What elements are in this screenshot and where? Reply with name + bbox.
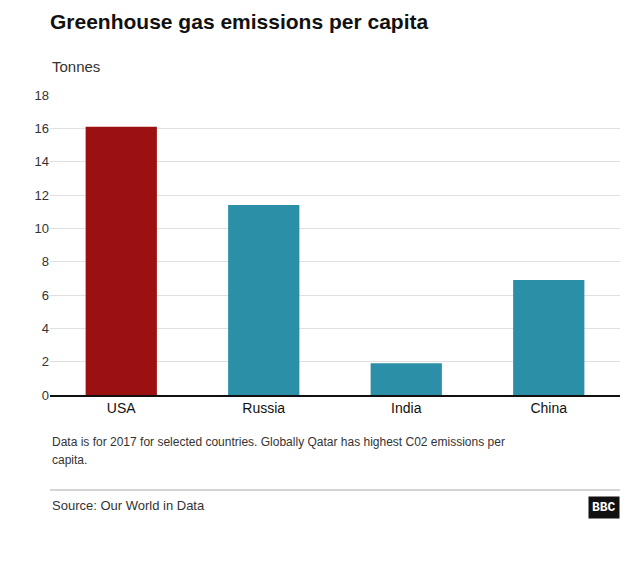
svg-text:USA: USA	[107, 400, 136, 416]
svg-text:2: 2	[42, 354, 49, 369]
svg-text:18: 18	[35, 88, 49, 103]
svg-text:BBC: BBC	[592, 500, 616, 515]
svg-text:Russia: Russia	[242, 400, 285, 416]
svg-text:capita.: capita.	[52, 453, 87, 467]
svg-text:Data is for 2017 for selected: Data is for 2017 for selected countries.…	[52, 435, 505, 449]
svg-text:Tonnes: Tonnes	[52, 58, 100, 75]
svg-text:14: 14	[35, 154, 49, 169]
svg-text:6: 6	[42, 288, 49, 303]
svg-text:Source: Our World in Data: Source: Our World in Data	[52, 498, 205, 513]
svg-text:Greenhouse gas emissions per c: Greenhouse gas emissions per capita	[50, 10, 428, 33]
svg-text:China: China	[530, 400, 567, 416]
svg-text:16: 16	[35, 121, 49, 136]
svg-text:4: 4	[42, 321, 49, 336]
svg-text:0: 0	[42, 388, 49, 403]
svg-text:10: 10	[35, 221, 49, 236]
svg-text:India: India	[391, 400, 422, 416]
svg-text:12: 12	[35, 188, 49, 203]
svg-text:8: 8	[42, 254, 49, 269]
